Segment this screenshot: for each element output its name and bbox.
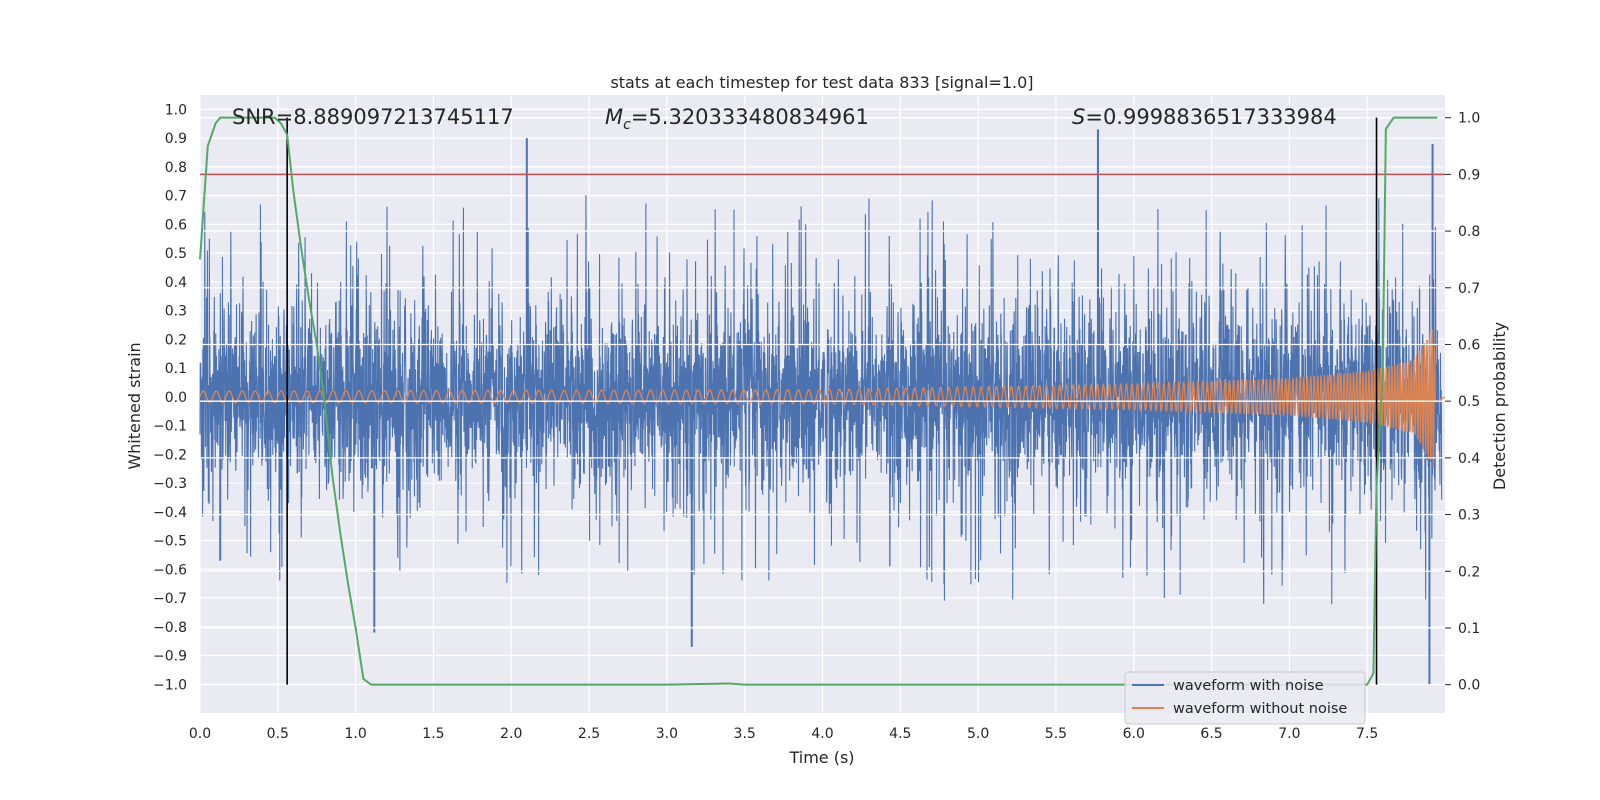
left-axis-ticks: 1.0 0.9 0.8 0.7 0.6 0.5 0.4 0.3 0.2 0.1 0.0 −0.1 −0.… [153, 102, 187, 693]
x-tick-label: 5.5 [1045, 726, 1067, 742]
left-tick-label: 0.7 [165, 189, 187, 205]
right-axis-ticks: 1.0 0.9 0.8 0.7 0.6 0.5 0.4 0.3 0.2 0.1 0.0 [1445, 111, 1480, 694]
right-tick-label: 0.1 [1458, 621, 1480, 637]
series-waveform-with-noise [199, 195, 1443, 605]
x-tick-label: 6.0 [1123, 726, 1145, 742]
left-tick-label: 0.5 [165, 246, 187, 262]
x-tick-label: 7.0 [1278, 726, 1300, 742]
right-tick-label: 1.0 [1458, 111, 1480, 127]
x-tick-label: 7.5 [1356, 726, 1378, 742]
right-axis-label: Detection probability [1490, 322, 1509, 490]
x-axis-ticks: 0.0 0.5 1.0 1.5 2.0 2.5 3.0 3.5 4.0 4.5 5.0 5.5 6.0 6… [189, 726, 1378, 742]
legend-label-noise: waveform with noise [1173, 678, 1324, 694]
snr-annotation: SNR=8.889097213745117 [232, 105, 514, 129]
right-tick-label: 0.2 [1458, 564, 1480, 580]
left-tick-label: 0.6 [165, 217, 187, 233]
left-tick-label: 1.0 [165, 102, 187, 118]
left-tick-label: 0.1 [165, 361, 187, 377]
left-axis-label: Whitened strain [125, 342, 144, 469]
x-tick-label: 3.5 [734, 726, 756, 742]
x-tick-label: 1.0 [344, 726, 366, 742]
x-tick-label: 4.5 [889, 726, 911, 742]
right-tick-label: 0.6 [1458, 337, 1480, 353]
legend: waveform with noise waveform without noi… [1124, 671, 1366, 725]
right-tick-label: 0.4 [1458, 451, 1480, 467]
x-tick-label: 2.5 [578, 726, 600, 742]
left-tick-label: −1.0 [153, 677, 187, 693]
x-tick-label: 3.0 [656, 726, 678, 742]
series-detection-probability [199, 116, 1438, 686]
x-tick-label: 0.0 [189, 726, 211, 742]
left-tick-label: 0.8 [165, 160, 187, 176]
x-tick-label: 5.0 [967, 726, 989, 742]
overlay-layer [199, 116, 1445, 686]
left-tick-label: −0.8 [153, 620, 187, 636]
x-tick-label: 2.0 [500, 726, 522, 742]
right-tick-label: 0.5 [1458, 394, 1480, 410]
x-tick-label: 6.5 [1200, 726, 1222, 742]
chirp-mass-annotation: Mc=5.320333480834961 [605, 105, 869, 133]
left-tick-label: −0.1 [153, 419, 187, 435]
left-tick-label: −0.2 [153, 447, 187, 463]
left-tick-label: −0.6 [153, 562, 187, 578]
right-tick-label: 0.3 [1458, 508, 1480, 524]
x-tick-label: 4.0 [811, 726, 833, 742]
left-tick-label: −0.5 [153, 534, 187, 550]
chart-title: stats at each timestep for test data 833… [610, 73, 1033, 92]
right-tick-label: 0.0 [1458, 678, 1480, 694]
left-tick-label: 0.3 [165, 304, 187, 320]
right-tick-label: 0.7 [1458, 281, 1480, 297]
left-tick-label: 0.0 [165, 390, 187, 406]
x-tick-label: 0.5 [267, 726, 289, 742]
x-axis-label: Time (s) [788, 748, 854, 767]
right-tick-label: 0.8 [1458, 224, 1480, 240]
legend-label-clean: waveform without noise [1173, 701, 1347, 717]
left-tick-label: 0.4 [165, 275, 187, 291]
score-annotation: S=0.9998836517333984 [1072, 105, 1337, 129]
legend-box [1124, 671, 1366, 725]
left-tick-label: 0.9 [165, 131, 187, 147]
left-tick-label: 0.2 [165, 332, 187, 348]
left-tick-label: −0.9 [153, 649, 187, 665]
x-tick-label: 1.5 [422, 726, 444, 742]
left-tick-label: −0.7 [153, 591, 187, 607]
left-tick-label: −0.3 [153, 476, 187, 492]
right-tick-label: 0.9 [1458, 167, 1480, 183]
left-tick-label: −0.4 [153, 505, 187, 521]
